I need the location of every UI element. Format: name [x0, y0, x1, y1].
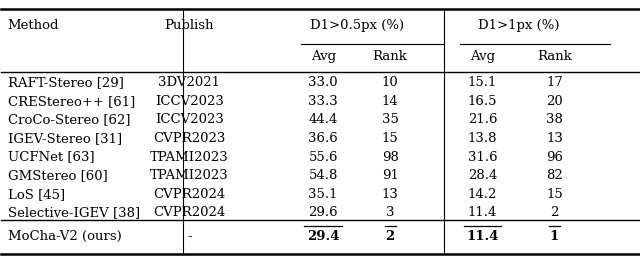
Text: 10: 10 — [381, 76, 399, 89]
Text: ICCV2023: ICCV2023 — [155, 95, 224, 108]
Text: 14: 14 — [381, 95, 399, 108]
Text: 55.6: 55.6 — [308, 151, 338, 164]
Text: 13.8: 13.8 — [468, 132, 497, 145]
Text: 44.4: 44.4 — [308, 114, 338, 126]
Text: 11.4: 11.4 — [467, 230, 499, 244]
Text: 15: 15 — [381, 132, 399, 145]
Text: IGEV-Stereo [31]: IGEV-Stereo [31] — [8, 132, 122, 145]
Text: Avg: Avg — [310, 50, 336, 63]
Text: 1: 1 — [550, 230, 559, 244]
Text: 35.1: 35.1 — [308, 188, 338, 201]
Text: Rank: Rank — [537, 50, 572, 63]
Text: CVPR2023: CVPR2023 — [153, 132, 225, 145]
Text: 98: 98 — [381, 151, 399, 164]
Text: 17: 17 — [546, 76, 563, 89]
Text: -: - — [187, 230, 192, 244]
Text: 82: 82 — [546, 169, 563, 182]
Text: D1>1px (%): D1>1px (%) — [478, 19, 559, 32]
Text: TPAMI2023: TPAMI2023 — [150, 169, 228, 182]
Text: 31.6: 31.6 — [468, 151, 497, 164]
Text: 14.2: 14.2 — [468, 188, 497, 201]
Text: Method: Method — [8, 19, 60, 32]
Text: 36.6: 36.6 — [308, 132, 338, 145]
Text: 29.6: 29.6 — [308, 206, 338, 220]
Text: 2: 2 — [385, 230, 395, 244]
Text: Avg: Avg — [470, 50, 495, 63]
Text: 38: 38 — [546, 114, 563, 126]
Text: 3: 3 — [386, 206, 394, 220]
Text: 28.4: 28.4 — [468, 169, 497, 182]
Text: 2: 2 — [550, 206, 559, 220]
Text: LoS [45]: LoS [45] — [8, 188, 65, 201]
Text: D1>0.5px (%): D1>0.5px (%) — [310, 19, 404, 32]
Text: 35: 35 — [381, 114, 399, 126]
Text: ICCV2023: ICCV2023 — [155, 114, 224, 126]
Text: 11.4: 11.4 — [468, 206, 497, 220]
Text: 16.5: 16.5 — [468, 95, 497, 108]
Text: CVPR2024: CVPR2024 — [153, 188, 225, 201]
Text: 15.1: 15.1 — [468, 76, 497, 89]
Text: 91: 91 — [381, 169, 399, 182]
Text: 29.4: 29.4 — [307, 230, 339, 244]
Text: CroCo-Stereo [62]: CroCo-Stereo [62] — [8, 114, 131, 126]
Text: GMStereo [60]: GMStereo [60] — [8, 169, 108, 182]
Text: 20: 20 — [546, 95, 563, 108]
Text: Selective-IGEV [38]: Selective-IGEV [38] — [8, 206, 140, 220]
Text: TPAMI2023: TPAMI2023 — [150, 151, 228, 164]
Text: Publish: Publish — [164, 19, 214, 32]
Text: 96: 96 — [546, 151, 563, 164]
Text: 33.0: 33.0 — [308, 76, 338, 89]
Text: Rank: Rank — [372, 50, 408, 63]
Text: 54.8: 54.8 — [308, 169, 338, 182]
Text: 21.6: 21.6 — [468, 114, 497, 126]
Text: 3DV2021: 3DV2021 — [158, 76, 220, 89]
Text: MoCha-V2 (ours): MoCha-V2 (ours) — [8, 230, 122, 244]
Text: UCFNet [63]: UCFNet [63] — [8, 151, 94, 164]
Text: CREStereo++ [61]: CREStereo++ [61] — [8, 95, 135, 108]
Text: CVPR2024: CVPR2024 — [153, 206, 225, 220]
Text: RAFT-Stereo [29]: RAFT-Stereo [29] — [8, 76, 124, 89]
Text: 13: 13 — [381, 188, 399, 201]
Text: 15: 15 — [546, 188, 563, 201]
Text: 33.3: 33.3 — [308, 95, 338, 108]
Text: 13: 13 — [546, 132, 563, 145]
